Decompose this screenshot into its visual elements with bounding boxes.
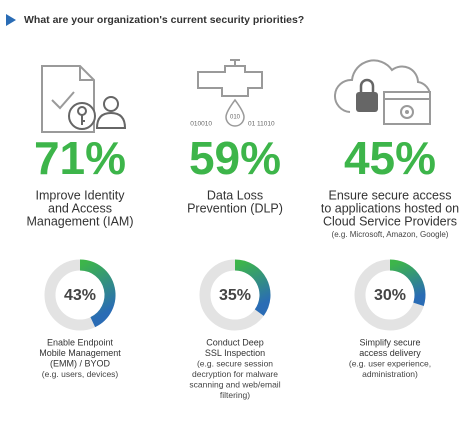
stat-label: Data Loss — [207, 188, 263, 202]
donut-label: Enable Endpoint — [47, 337, 114, 347]
donut-label: (EMM) / BYOD — [50, 358, 110, 368]
donut-label: Conduct Deep — [206, 337, 264, 347]
donut-label: Mobile Management — [39, 348, 121, 358]
donut-note: filtering) — [220, 390, 250, 400]
donut-arc — [79, 259, 116, 328]
donut-arc — [389, 259, 426, 306]
icon-text: 01 11010 — [248, 121, 275, 128]
stat-label: Improve Identity — [36, 188, 126, 202]
donut-label: SSL Inspection — [205, 348, 265, 358]
stat-label: and Access — [48, 201, 112, 215]
donut-note: decryption for malware — [192, 369, 278, 379]
donut-label: Simplify secure — [359, 337, 420, 347]
donut-note: (e.g. users, devices) — [42, 369, 119, 379]
dlp-icon — [197, 59, 263, 127]
donut-label: access delivery — [359, 348, 421, 358]
stat-note: (e.g. Microsoft, Amazon, Google) — [332, 230, 449, 239]
donut-value: 30% — [374, 287, 406, 304]
title-marker — [6, 14, 16, 26]
stat-label: Management (IAM) — [27, 214, 134, 228]
donut-note: scanning and web/email — [189, 379, 280, 389]
donut-note: administration) — [362, 369, 418, 379]
stat-value: 45% — [344, 132, 436, 184]
stat-label: Cloud Service Providers — [323, 214, 457, 228]
donut-note: (e.g. secure session — [197, 358, 273, 368]
stat-value: 71% — [34, 132, 126, 184]
stat-label: to applications hosted on — [321, 201, 459, 215]
donut-value: 43% — [64, 287, 96, 304]
donut-note: (e.g. user experience, — [349, 358, 431, 368]
title: What are your organization's current sec… — [24, 14, 304, 26]
stat-value: 59% — [189, 132, 281, 184]
stat-label: Ensure secure access — [329, 188, 452, 202]
donut-value: 35% — [219, 287, 251, 304]
icon-text: 010010 — [190, 121, 212, 128]
icon-text: 010 — [230, 115, 241, 121]
donut-arc — [234, 259, 271, 316]
iam-icon — [41, 65, 127, 133]
cloud-icon — [334, 59, 432, 125]
stat-label: Prevention (DLP) — [187, 201, 283, 215]
